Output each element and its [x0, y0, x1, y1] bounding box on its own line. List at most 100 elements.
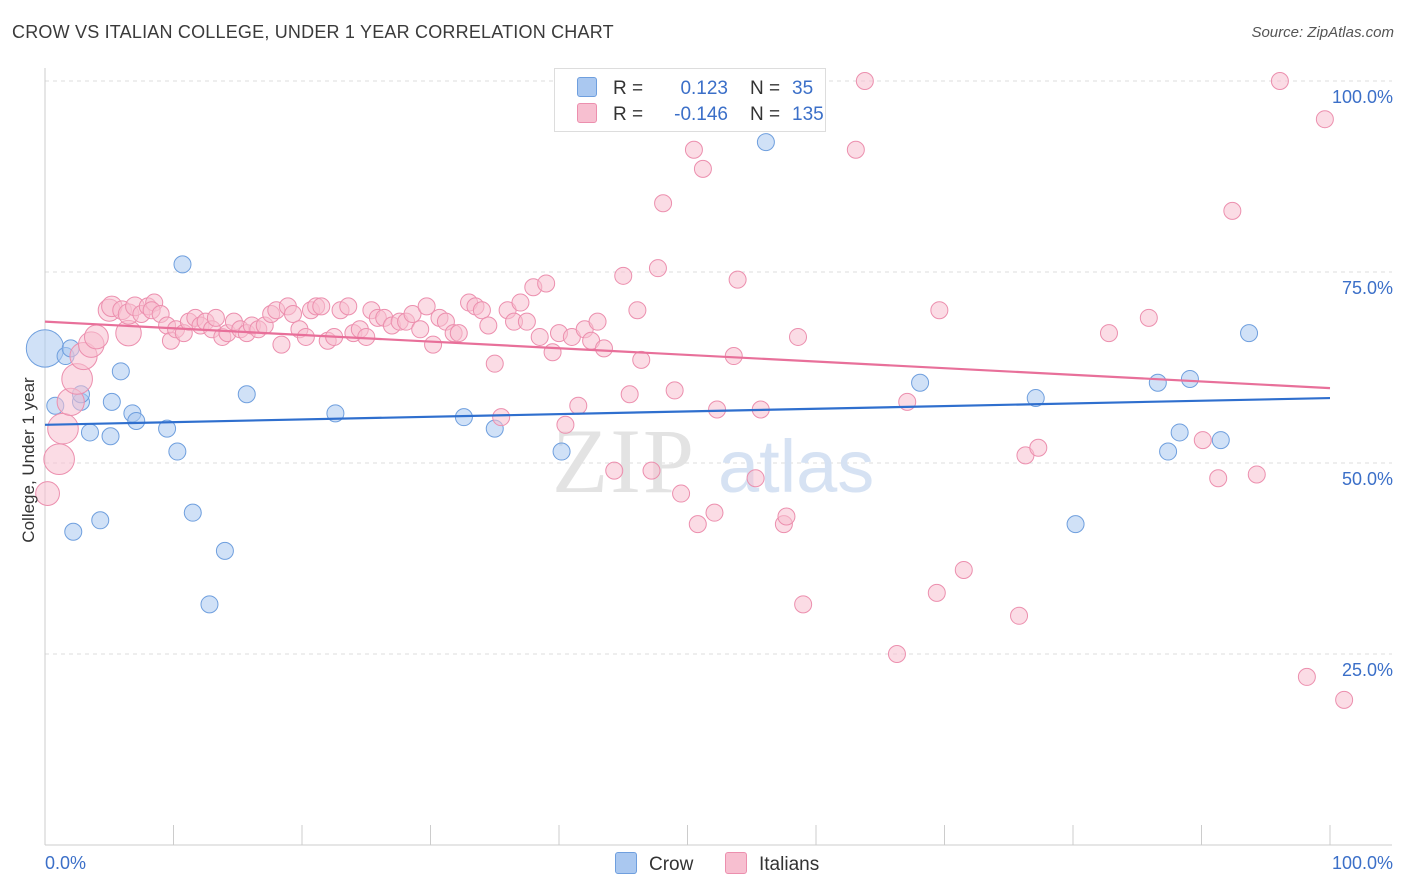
tick-labels: 25.0% 50.0% 75.0% 100.0% 0.0% 100.0% College, …: [19, 87, 1393, 873]
crow-point-25: [756, 133, 775, 152]
italians-point-63: [424, 335, 443, 354]
x-tick-label-start: 0.0%: [45, 853, 86, 873]
italians-point-107: [746, 469, 765, 488]
crow-point-19: [215, 541, 234, 560]
italians-point-62: [417, 297, 436, 316]
italians-point-90: [605, 461, 624, 480]
bottom-legend-crow: Crow: [615, 852, 693, 876]
italians-point-81: [543, 343, 562, 362]
chart-title: CROW VS ITALIAN COLLEGE, UNDER 1 YEAR CO…: [12, 22, 614, 42]
crow-point-14: [158, 419, 177, 438]
italians-point-132: [1297, 667, 1316, 686]
stats-legend: R = 0.123 N = 35 R = -0.146 N = 135: [554, 68, 826, 132]
crow-point-10: [102, 392, 121, 411]
crow-point-29: [1148, 373, 1167, 392]
crow-legend-label: Crow: [649, 854, 694, 875]
italians-point-121: [954, 560, 973, 579]
italians-point-94: [632, 350, 651, 369]
italians-point-118: [887, 645, 906, 663]
crow-point-33: [1211, 431, 1230, 450]
italians-point-96: [648, 259, 667, 278]
crow-n-label: N =: [750, 78, 781, 99]
crow-point-26: [911, 373, 930, 392]
crow-point-9: [101, 427, 120, 446]
italians-point-76: [511, 293, 530, 312]
crow-point-16: [173, 255, 192, 274]
italians-point-100: [684, 140, 703, 159]
italians-point-125: [1099, 324, 1118, 343]
italians-trend-line: [44, 320, 1331, 390]
crow-point-13: [127, 411, 146, 430]
italians-point-126: [1139, 308, 1158, 327]
crow-trend-line: [44, 396, 1331, 426]
crow-point-24: [552, 442, 571, 461]
italians-point-88: [588, 312, 607, 331]
watermark-zip: ZIP: [552, 410, 696, 512]
crow-point-11: [111, 362, 130, 381]
crow-n-value: 35: [792, 78, 814, 99]
italians-point-119: [930, 301, 949, 320]
crow-point-28: [1066, 515, 1085, 534]
y-tick-label-100: 100.0%: [1332, 87, 1393, 107]
crow-point-34: [1240, 324, 1259, 343]
legend-row-italians: R = -0.146 N = 135: [577, 103, 824, 125]
italians-point-0: [35, 481, 60, 506]
crow-point-30: [1159, 442, 1178, 461]
italians-legend-label: Italians: [759, 854, 820, 875]
italians-r-label: R =: [613, 104, 644, 125]
y-tick-label-25: 25.0%: [1342, 660, 1393, 680]
italians-point-106: [728, 270, 747, 289]
crow-point-27: [1026, 389, 1045, 408]
italians-legend-swatch: [725, 852, 747, 874]
legend-row-crow: R = 0.123 N = 35: [577, 77, 813, 99]
y-tick-label-50: 50.0%: [1342, 469, 1393, 489]
italians-n-label: N =: [750, 104, 781, 125]
italians-point-91: [614, 266, 633, 285]
italians-point-46: [312, 297, 331, 316]
watermark-atlas: atlas: [718, 425, 874, 508]
italians-point-99: [672, 484, 691, 503]
italians-point-79: [530, 327, 549, 346]
italians-n-value: 135: [792, 104, 824, 125]
source-credit: Source: ZipAtlas.com: [1251, 24, 1394, 41]
italians-point-130: [1247, 465, 1266, 484]
data-points: [25, 72, 1354, 709]
italians-point-101: [688, 515, 707, 534]
crow-r-label: R =: [613, 78, 644, 99]
crow-point-8: [91, 511, 110, 530]
trend-lines: [44, 320, 1331, 426]
italians-point-104: [708, 400, 727, 419]
italians-point-131: [1270, 72, 1289, 90]
italians-point-72: [485, 354, 504, 373]
crow-point-32: [1180, 369, 1199, 388]
italians-point-2: [47, 412, 79, 445]
italians-point-120: [927, 583, 946, 602]
italians-point-77: [517, 312, 536, 331]
italians-point-1: [43, 443, 75, 475]
italians-point-103: [705, 503, 724, 522]
x-tick-label-end: 100.0%: [1332, 853, 1393, 873]
crow-point-20: [237, 385, 256, 404]
italians-point-28: [206, 308, 225, 327]
bottom-legend-italians: Italians: [725, 852, 819, 876]
crow-point-15: [168, 442, 187, 461]
italians-point-39: [272, 335, 291, 354]
y-tick-label-75: 75.0%: [1342, 278, 1393, 298]
crow-point-6: [80, 423, 99, 442]
italians-point-124: [1029, 438, 1048, 457]
italians-point-127: [1209, 469, 1228, 488]
italians-point-89: [594, 339, 613, 358]
crow-point-17: [183, 503, 202, 522]
crow-r-value: 0.123: [680, 78, 728, 99]
crow-swatch: [577, 77, 597, 97]
italians-point-122: [1010, 606, 1029, 625]
italians-point-93: [628, 301, 647, 320]
italians-point-43: [296, 327, 315, 346]
italians-point-112: [789, 327, 808, 346]
italians-point-50: [339, 297, 358, 316]
crow-point-0: [25, 329, 65, 368]
italians-swatch: [577, 103, 597, 123]
italians-point-116: [855, 72, 874, 90]
italians-point-115: [846, 140, 865, 159]
